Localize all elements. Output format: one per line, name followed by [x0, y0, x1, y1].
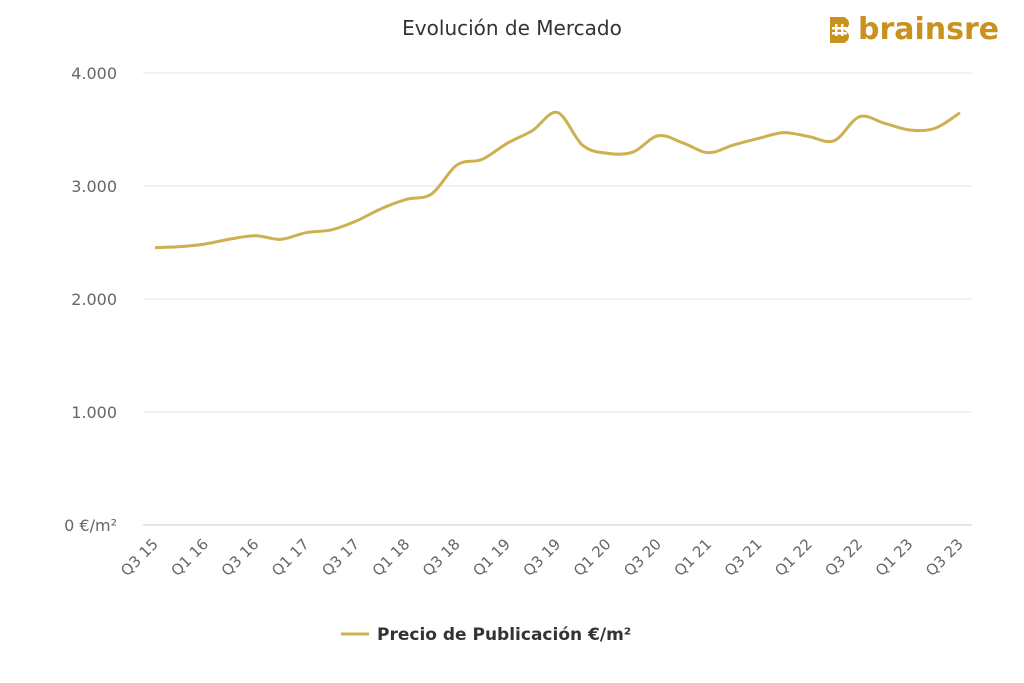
data-point[interactable] — [631, 150, 635, 154]
y-axis: 0 €/m² 1.000 2.000 3.000 4.000 — [64, 64, 117, 535]
data-point[interactable] — [228, 237, 232, 241]
data-point[interactable] — [883, 121, 887, 125]
x-tick-label: Q1 19 — [469, 535, 514, 580]
x-tick-label: Q1 23 — [872, 535, 917, 580]
data-point[interactable] — [908, 128, 912, 132]
y-tick-label: 0 €/m² — [64, 516, 117, 535]
data-point[interactable] — [505, 141, 509, 145]
grid — [143, 72, 972, 526]
data-point[interactable] — [379, 207, 383, 211]
data-point[interactable] — [304, 231, 308, 235]
y-tick-label: 2.000 — [71, 290, 117, 309]
data-point[interactable] — [782, 131, 786, 135]
x-axis: Q3 15 Q1 16 Q3 16 Q1 17 Q3 17 Q1 18 Q3 18 Q1 19… — [117, 535, 967, 580]
data-point[interactable] — [681, 141, 685, 145]
data-point[interactable] — [178, 245, 182, 249]
x-tick-label: Q3 23 — [922, 535, 967, 580]
x-tick-label: Q3 18 — [419, 535, 464, 580]
data-point[interactable] — [329, 228, 333, 232]
data-point[interactable] — [581, 143, 585, 147]
data-point[interactable] — [656, 134, 660, 138]
data-point[interactable] — [857, 115, 861, 119]
data-point[interactable] — [153, 246, 157, 250]
data-point[interactable] — [606, 151, 610, 155]
x-tick-label: Q1 16 — [167, 535, 212, 580]
data-point[interactable] — [933, 126, 937, 130]
data-point[interactable] — [832, 139, 836, 143]
x-tick-label: Q1 20 — [570, 535, 615, 580]
x-tick-label: Q3 16 — [218, 535, 263, 580]
data-point[interactable] — [203, 242, 207, 246]
x-tick-label: Q3 17 — [318, 535, 363, 580]
data-point[interactable] — [556, 111, 560, 115]
x-tick-label: Q3 20 — [620, 535, 665, 580]
data-point[interactable] — [405, 197, 409, 201]
data-point[interactable] — [706, 151, 710, 155]
x-tick-label: Q1 17 — [268, 535, 313, 580]
data-point[interactable] — [958, 111, 962, 115]
brand-logo: brainsre — [828, 12, 999, 48]
x-tick-label: Q1 21 — [671, 535, 716, 580]
data-point[interactable] — [757, 136, 761, 140]
data-point[interactable] — [354, 219, 358, 223]
y-tick-label: 3.000 — [71, 177, 117, 196]
data-point[interactable] — [732, 143, 736, 147]
legend[interactable]: Precio de Publicación €/m² — [341, 625, 631, 645]
x-tick-label: Q3 21 — [721, 535, 766, 580]
chart-title: Evolución de Mercado — [402, 16, 622, 40]
x-tick-label: Q3 19 — [520, 535, 565, 580]
x-tick-label: Q3 22 — [822, 535, 867, 580]
x-tick-label: Q3 15 — [117, 535, 162, 580]
legend-label[interactable]: Precio de Publicación €/m² — [377, 625, 631, 645]
data-point[interactable] — [807, 135, 811, 139]
data-point[interactable] — [254, 234, 258, 238]
data-point[interactable] — [455, 163, 459, 167]
data-point[interactable] — [480, 157, 484, 161]
data-point[interactable] — [530, 129, 534, 133]
brand-logo-text: brainsre — [858, 12, 1000, 47]
data-point[interactable] — [279, 237, 283, 241]
x-tick-label: Q1 18 — [369, 535, 414, 580]
x-tick-label: Q1 22 — [771, 535, 816, 580]
y-tick-label: 4.000 — [71, 64, 117, 83]
series-line[interactable] — [154, 110, 961, 250]
y-tick-label: 1.000 — [71, 403, 117, 422]
data-point[interactable] — [430, 192, 434, 196]
series-group — [153, 110, 962, 250]
brand-logo-icon — [830, 17, 850, 43]
